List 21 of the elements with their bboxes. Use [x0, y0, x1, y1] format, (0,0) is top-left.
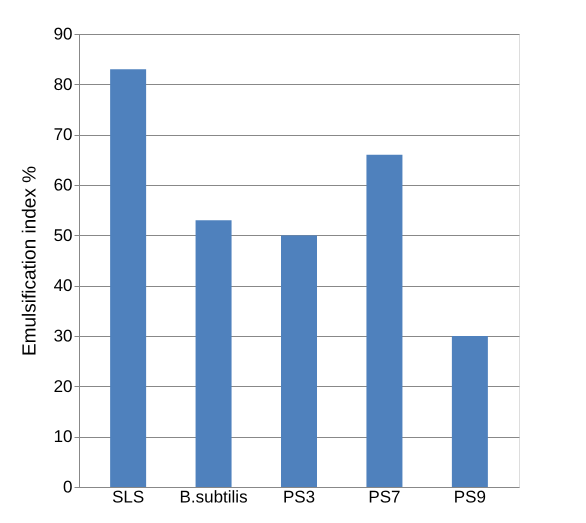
x-tick-label: PS3: [282, 488, 316, 506]
y-tick-label: 0: [63, 478, 72, 496]
bar: [452, 336, 488, 487]
x-tick-label: PS7: [368, 488, 401, 506]
y-tick-label: 20: [54, 376, 72, 396]
y-axis-title: Emulsification index %: [20, 166, 41, 356]
y-tick-label: 10: [54, 427, 72, 446]
y-tick-label: 60: [54, 176, 72, 194]
bar: [366, 154, 402, 487]
x-tick-label: SLS: [112, 488, 144, 506]
bar: [281, 235, 317, 487]
y-tick-label: 40: [54, 276, 72, 296]
y-tick-label: 90: [54, 24, 72, 44]
y-tick-label: 80: [54, 74, 72, 94]
y-tick-label: 70: [54, 125, 72, 144]
y-tick-label: 50: [54, 226, 72, 245]
bar: [196, 220, 232, 487]
x-tick-label: B.subtilis: [180, 488, 248, 506]
bar: [110, 69, 146, 487]
y-tick-label: 30: [54, 326, 72, 346]
x-tick-label: PS9: [454, 488, 486, 506]
